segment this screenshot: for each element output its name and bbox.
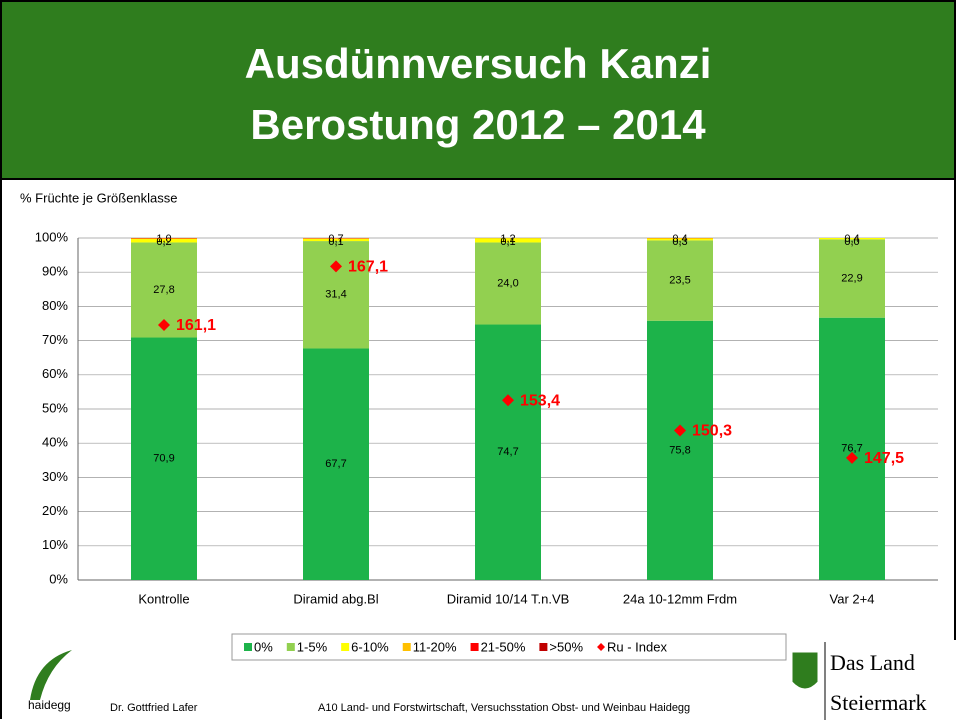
value-label: 67,7 [325,458,346,470]
legend-swatch [403,643,411,651]
y-tick-label: 50% [42,400,68,415]
y-tick-label: 60% [42,366,68,381]
legend-label: 11-20% [413,639,457,654]
ru-index-label: 153,4 [520,392,560,409]
header-band [1,1,955,179]
y-tick-label: 70% [42,332,68,347]
ru-index-label: 147,5 [864,450,904,467]
value-label: 24,0 [497,277,518,289]
x-tick-label: Var 2+4 [830,591,875,606]
footer-institution: A10 Land- und Forstwirtschaft, Versuchss… [318,702,690,714]
legend-label: 1-5% [297,639,328,654]
value-label: 0,1 [500,236,515,248]
y-tick-label: 10% [42,537,68,552]
value-label: 0,2 [156,236,171,248]
y-tick-label: 0% [49,571,68,586]
x-tick-label: Diramid abg.Bl [293,591,378,606]
coat-of-arms [792,652,818,689]
legend-label: Ru - Index [607,639,667,654]
legend-label: 0% [254,639,273,654]
legend-label: >50% [549,639,583,654]
y-tick-label: 100% [35,229,69,244]
value-label: 70,9 [153,453,174,465]
x-tick-label: Kontrolle [138,591,189,606]
legend-swatch [539,643,547,651]
y-tick-label: 90% [42,264,68,279]
legend-swatch [244,643,252,651]
y-tick-label: 80% [42,298,68,313]
value-label: 22,9 [841,272,862,284]
legend-swatch [287,643,295,651]
legend-swatch [471,643,479,651]
value-label: 75,8 [669,444,690,456]
x-tick-label: 24a 10-12mm Frdm [623,591,737,606]
y-axis-label: % Früchte je Größenklasse [20,190,178,205]
slide: Ausdünnversuch Kanzi Berostung 2012 – 20… [0,0,956,720]
legend-label: 21-50% [481,639,526,654]
y-tick-label: 40% [42,435,68,450]
title: Berostung 2012 – 2014 [250,101,706,148]
x-tick-label: Diramid 10/14 T.n.VB [447,591,570,606]
value-label: 0,1 [328,236,343,248]
ru-index-label: 150,3 [692,423,732,440]
logo-text: haidegg [28,698,71,712]
brand-text: Steiermark [830,690,927,715]
value-label: 23,5 [669,274,690,286]
value-label: 27,8 [153,284,174,296]
value-label: 0,3 [672,236,687,248]
value-label: 74,7 [497,446,518,458]
title: Ausdünnversuch Kanzi [245,40,712,87]
legend-swatch [341,643,349,651]
footer-author: Dr. Gottfried Lafer [110,702,198,714]
y-tick-label: 30% [42,469,68,484]
value-label: 31,4 [325,289,346,301]
value-label: 0,0 [844,236,859,248]
brand-text: Das Land [830,650,915,675]
legend-label: 6-10% [351,639,389,654]
y-tick-label: 20% [42,503,68,518]
ru-index-label: 161,1 [176,317,216,334]
ru-index-label: 167,1 [348,259,388,276]
